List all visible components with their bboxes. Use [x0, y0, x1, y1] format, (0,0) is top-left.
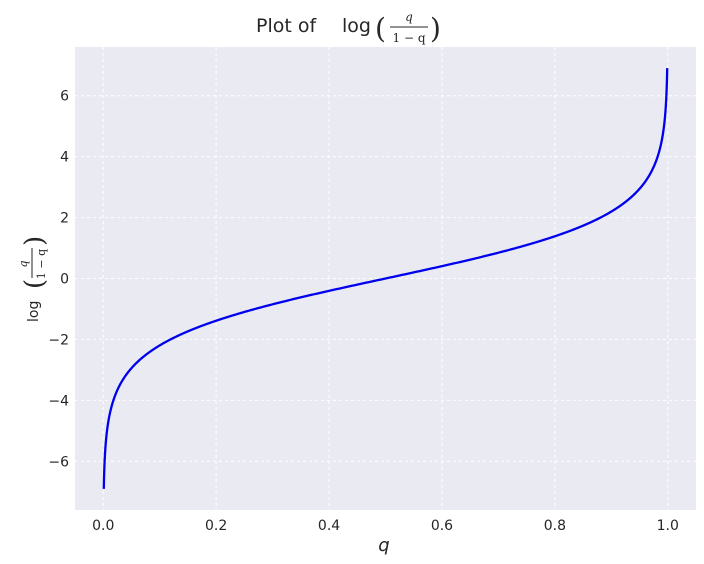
y-tick-label: 2: [60, 211, 69, 227]
title-paren-left: (: [375, 12, 386, 45]
y-label-fraction-numerator: q: [17, 260, 30, 267]
y-tick-label: 4: [60, 150, 69, 166]
x-tick-label: 0.4: [318, 518, 340, 534]
y-tick-label: 6: [60, 89, 69, 105]
title-fraction-numerator: q: [405, 10, 413, 24]
y-tick-label: 0: [60, 272, 69, 288]
y-axis-label: log ( q 1 − q ): [17, 236, 50, 322]
x-tick-label: 0.8: [544, 518, 566, 534]
series-line-logit: [102, 68, 669, 489]
x-tick-label: 1.0: [657, 518, 679, 534]
title-fraction-denominator: 1 − q: [393, 31, 426, 45]
y-tick-label: −6: [48, 454, 69, 470]
y-label-fraction-denominator: 1 − q: [35, 249, 48, 279]
chart-title: Plot of log ( q 1 − q ): [256, 10, 441, 45]
title-function: log: [342, 15, 371, 37]
y-tick-labels: −6 −4 −2 0 2 4 6: [48, 89, 69, 471]
y-tick-label: −2: [48, 332, 69, 348]
gridlines: [75, 47, 696, 510]
x-axis-label: q: [378, 535, 389, 556]
title-paren-right: ): [430, 12, 441, 45]
x-tick-label: 0.6: [431, 518, 453, 534]
y-label-paren-right: ): [20, 236, 50, 246]
x-tick-label: 0.2: [205, 518, 227, 534]
x-tick-label: 0.0: [92, 518, 114, 534]
y-label-paren-left: (: [20, 279, 50, 289]
title-prefix: Plot of: [256, 15, 317, 37]
y-tick-label: −4: [48, 393, 69, 409]
y-label-function: log: [26, 301, 42, 322]
x-tick-labels: 0.0 0.2 0.4 0.6 0.8 1.0: [92, 518, 679, 534]
